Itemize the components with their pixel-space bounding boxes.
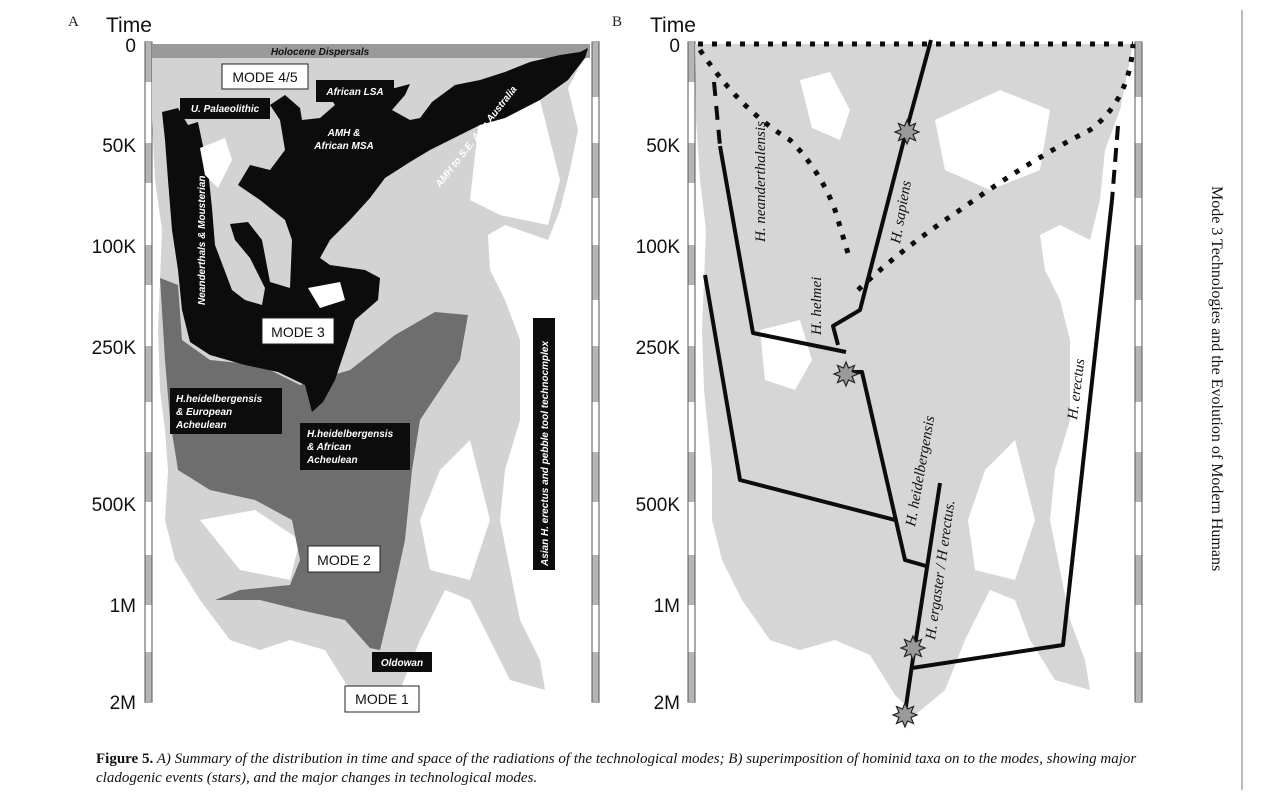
lineage-erectus: [911, 199, 1114, 670]
holocene-band: [152, 44, 590, 58]
panel-a-tick-6: 2M: [110, 693, 136, 714]
label-upper-palaeolithic: U. Palaeolithic: [191, 104, 260, 115]
label-oldowan: Oldowan: [381, 658, 423, 669]
panel-a-tick-5: 1M: [110, 596, 136, 617]
panel-b-tick-5: 1M: [654, 596, 680, 617]
caption-figure-number: Figure 5.: [96, 751, 154, 767]
dotted-boundary-right: [856, 43, 1136, 292]
lineage-sapiens: [831, 39, 933, 346]
panel-a-time-label: Time: [106, 14, 152, 37]
white-island-2: [308, 282, 345, 308]
panel-a-tick-2: 100K: [92, 237, 137, 258]
white-gap-1: [470, 100, 560, 225]
label-heid-af-3: Acheulean: [306, 455, 358, 466]
label-heid-eu-2: & European: [176, 407, 232, 418]
label-amh-1: AMH &: [327, 128, 361, 139]
figure-caption: Figure 5. A) Summary of the distribution…: [96, 750, 1176, 788]
lineage-neanderthal: [718, 145, 847, 354]
label-neanderthals: Neanderthals & Mousterian: [197, 176, 208, 305]
label-heid-af-1: H.heidelbergensis: [307, 429, 394, 440]
panel-b-tick-2: 100K: [636, 237, 681, 258]
star-icon: [893, 118, 921, 146]
label-mode2: MODE 2: [317, 552, 371, 568]
lineage-ergaster: [903, 482, 942, 714]
white-gap-2: [420, 440, 490, 580]
panel-b-tick-0: 0: [669, 36, 680, 57]
taxon-helmei: H. helmei: [809, 277, 825, 336]
panel-a-tick-3: 250K: [92, 338, 137, 359]
panel-b-tick-1: 50K: [646, 136, 680, 157]
panel-a-letter: A: [68, 14, 79, 30]
lineage-heid-left: [703, 274, 896, 522]
running-title: Mode 3 Technologies and the Evolution of…: [1208, 186, 1225, 571]
taxon-erectus: H. erectus: [1065, 358, 1088, 422]
panel-b-letter: B: [612, 14, 622, 30]
label-mode3: MODE 3: [271, 324, 325, 340]
label-heid-eu-3: Acheulean: [175, 420, 227, 431]
star-icon: [891, 701, 919, 729]
panel-b-left-scale: [687, 41, 696, 703]
panel-b-tick-3: 250K: [636, 338, 681, 359]
panel-a-right-scale: [591, 41, 600, 703]
panel-b-white-gap-2: [935, 90, 1050, 190]
dotted-boundary-left: [697, 48, 853, 261]
star-icon: [832, 360, 860, 388]
caption-text: A) Summary of the distribution in time a…: [96, 751, 1137, 786]
label-holocene: Holocene Dispersals: [271, 47, 370, 58]
label-african-lsa: African LSA: [325, 87, 383, 98]
panel-b-right-scale: [1134, 41, 1143, 703]
panel-b-time-label: Time: [650, 14, 696, 37]
label-mode45: MODE 4/5: [232, 69, 298, 85]
panel-b-tick-6: 2M: [654, 693, 680, 714]
label-amh-2: African MSA: [313, 141, 373, 152]
panel-a: A Time 0 50K 100K 250K 500K: [68, 14, 600, 714]
label-heid-af-2: & African: [307, 442, 351, 453]
panel-b: B Time 0 50K 100K 250K 500K: [612, 14, 1143, 729]
panel-b-tick-4: 500K: [636, 495, 681, 516]
panel-b-white-gap-1: [800, 72, 850, 140]
label-asian-erectus: Asian H. erectus and pebble tool technoc…: [540, 341, 551, 567]
white-island-1: [200, 138, 232, 188]
panel-b-white-gap-3: [968, 440, 1035, 580]
cladogenic-stars: [832, 118, 927, 729]
label-heid-eu-1: H.heidelbergensis: [176, 394, 263, 405]
white-gap-3: [200, 510, 300, 580]
panel-a-tick-1: 50K: [102, 136, 136, 157]
panel-a-left-scale: [144, 41, 153, 703]
panel-a-tick-4: 500K: [92, 495, 137, 516]
panel-a-tick-0: 0: [125, 36, 136, 57]
taxon-neanderthalensis: H. neanderthalensis: [753, 121, 769, 243]
dashed-erectus-top: [1110, 125, 1120, 201]
star-icon: [899, 634, 927, 662]
label-mode1: MODE 1: [355, 691, 409, 707]
dashed-neanderthal-top: [712, 81, 722, 147]
